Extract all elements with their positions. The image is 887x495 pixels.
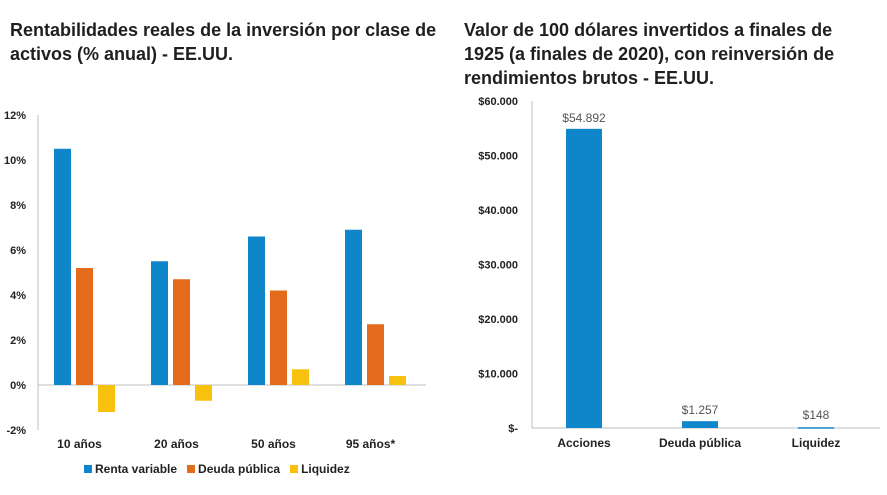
bar-deuda — [173, 279, 190, 385]
bar-data-label: $148 — [803, 408, 830, 422]
legend-label-deuda: Deuda pública — [198, 462, 281, 476]
left-y-tick-label: 8% — [10, 200, 26, 212]
left-y-tick-label: -2% — [6, 425, 26, 437]
bar-renta — [151, 261, 168, 385]
bar-deuda — [76, 268, 93, 385]
right-y-tick-label: $10.000 — [478, 369, 518, 381]
legend-swatch-renta — [84, 465, 92, 473]
left-x-category-label: 20 años — [154, 437, 199, 451]
bar-value — [566, 128, 602, 428]
bar-renta — [54, 148, 71, 385]
left-chart-legend: Renta variable Deuda pública Liquidez — [84, 462, 350, 476]
left-y-tick-label: 6% — [10, 245, 26, 257]
bar-value — [682, 421, 718, 428]
bar-data-label: $1.257 — [682, 403, 719, 417]
legend-label-liquidez: Liquidez — [301, 462, 350, 476]
left-y-tick-label: 12% — [4, 110, 26, 122]
legend-label-renta: Renta variable — [95, 462, 178, 476]
left-x-category-label: 50 años — [251, 437, 296, 451]
bar-deuda — [367, 324, 384, 385]
right-y-tick-label: $- — [508, 423, 518, 435]
bar-data-label: $54.892 — [562, 111, 606, 125]
bar-liquidez — [389, 376, 406, 385]
right-x-category-label: Deuda pública — [659, 436, 741, 450]
right-y-tick-label: $40.000 — [478, 205, 518, 217]
bar-liquidez — [98, 385, 115, 412]
right-y-tick-label: $50.000 — [478, 151, 518, 163]
bar-deuda — [270, 290, 287, 385]
right-chart-title: Valor de 100 dólares invertidos a finale… — [464, 20, 835, 88]
legend-swatch-deuda — [187, 465, 196, 473]
left-y-tick-label: 2% — [10, 335, 26, 347]
bar-liquidez — [292, 369, 309, 385]
left-chart-title: Rentabilidades reales de la inversión po… — [10, 20, 437, 64]
left-y-tick-label: 10% — [4, 155, 26, 167]
legend-item-liquidez: Liquidez — [290, 462, 350, 476]
bar-liquidez — [195, 385, 212, 401]
left-y-tick-label: 4% — [10, 290, 26, 302]
left-y-tick-label: 0% — [10, 380, 26, 392]
bar-value — [798, 427, 834, 429]
bar-renta — [248, 236, 265, 385]
left-x-category-label: 95 años* — [346, 437, 396, 451]
legend-item-deuda: Deuda pública — [187, 462, 280, 476]
bar-renta — [345, 229, 362, 385]
left-x-category-label: 10 años — [57, 437, 102, 451]
right-y-tick-label: $20.000 — [478, 314, 518, 326]
right-x-category-label: Acciones — [557, 436, 611, 450]
legend-item-renta: Renta variable — [84, 462, 177, 476]
right-y-tick-label: $60.000 — [478, 96, 518, 108]
right-x-category-label: Liquidez — [792, 436, 841, 450]
right-y-tick-label: $30.000 — [478, 260, 518, 272]
legend-swatch-liquidez — [290, 465, 299, 473]
